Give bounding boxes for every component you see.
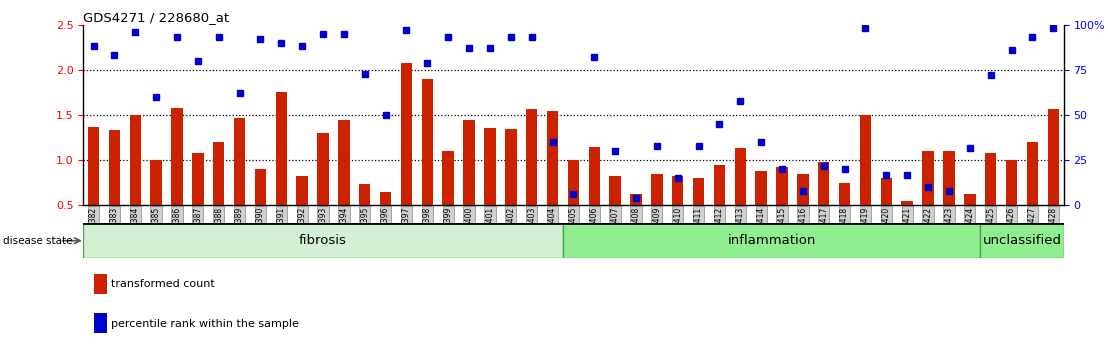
- Bar: [609, 176, 620, 205]
- FancyBboxPatch shape: [83, 223, 563, 258]
- Bar: [714, 165, 725, 205]
- Bar: [380, 192, 391, 205]
- Bar: [88, 127, 100, 205]
- Bar: [756, 171, 767, 205]
- Bar: [1047, 109, 1059, 205]
- Bar: [652, 174, 663, 205]
- Bar: [109, 130, 120, 205]
- Bar: [297, 176, 308, 205]
- FancyBboxPatch shape: [563, 223, 981, 258]
- Text: disease state: disease state: [3, 236, 73, 246]
- Bar: [692, 178, 705, 205]
- Text: percentile rank within the sample: percentile rank within the sample: [111, 319, 299, 329]
- Bar: [255, 169, 266, 205]
- Bar: [213, 142, 225, 205]
- Bar: [964, 194, 975, 205]
- Bar: [442, 151, 454, 205]
- Bar: [1006, 160, 1017, 205]
- Bar: [671, 176, 684, 205]
- Bar: [172, 108, 183, 205]
- Bar: [234, 118, 245, 205]
- Text: inflammation: inflammation: [728, 234, 815, 247]
- Bar: [1027, 142, 1038, 205]
- Bar: [359, 184, 370, 205]
- Bar: [735, 148, 746, 205]
- Bar: [839, 183, 850, 205]
- Bar: [546, 110, 558, 205]
- Bar: [317, 133, 329, 205]
- Bar: [192, 153, 204, 205]
- Text: GDS4271 / 228680_at: GDS4271 / 228680_at: [83, 11, 229, 24]
- Bar: [338, 120, 350, 205]
- Bar: [860, 115, 871, 205]
- Bar: [881, 178, 892, 205]
- Bar: [818, 162, 830, 205]
- Bar: [922, 151, 934, 205]
- Bar: [505, 129, 516, 205]
- Bar: [526, 109, 537, 205]
- Bar: [985, 153, 996, 205]
- Bar: [777, 167, 788, 205]
- Text: transformed count: transformed count: [111, 279, 215, 289]
- FancyBboxPatch shape: [981, 223, 1064, 258]
- Bar: [943, 151, 955, 205]
- Bar: [902, 201, 913, 205]
- Text: fibrosis: fibrosis: [299, 234, 347, 247]
- Bar: [130, 115, 141, 205]
- Bar: [484, 128, 495, 205]
- Bar: [797, 174, 809, 205]
- Bar: [567, 160, 579, 205]
- Bar: [463, 120, 475, 205]
- Bar: [422, 79, 433, 205]
- Bar: [630, 194, 642, 205]
- Bar: [401, 63, 412, 205]
- Bar: [588, 147, 601, 205]
- Text: unclassified: unclassified: [983, 234, 1061, 247]
- Bar: [151, 160, 162, 205]
- Bar: [276, 92, 287, 205]
